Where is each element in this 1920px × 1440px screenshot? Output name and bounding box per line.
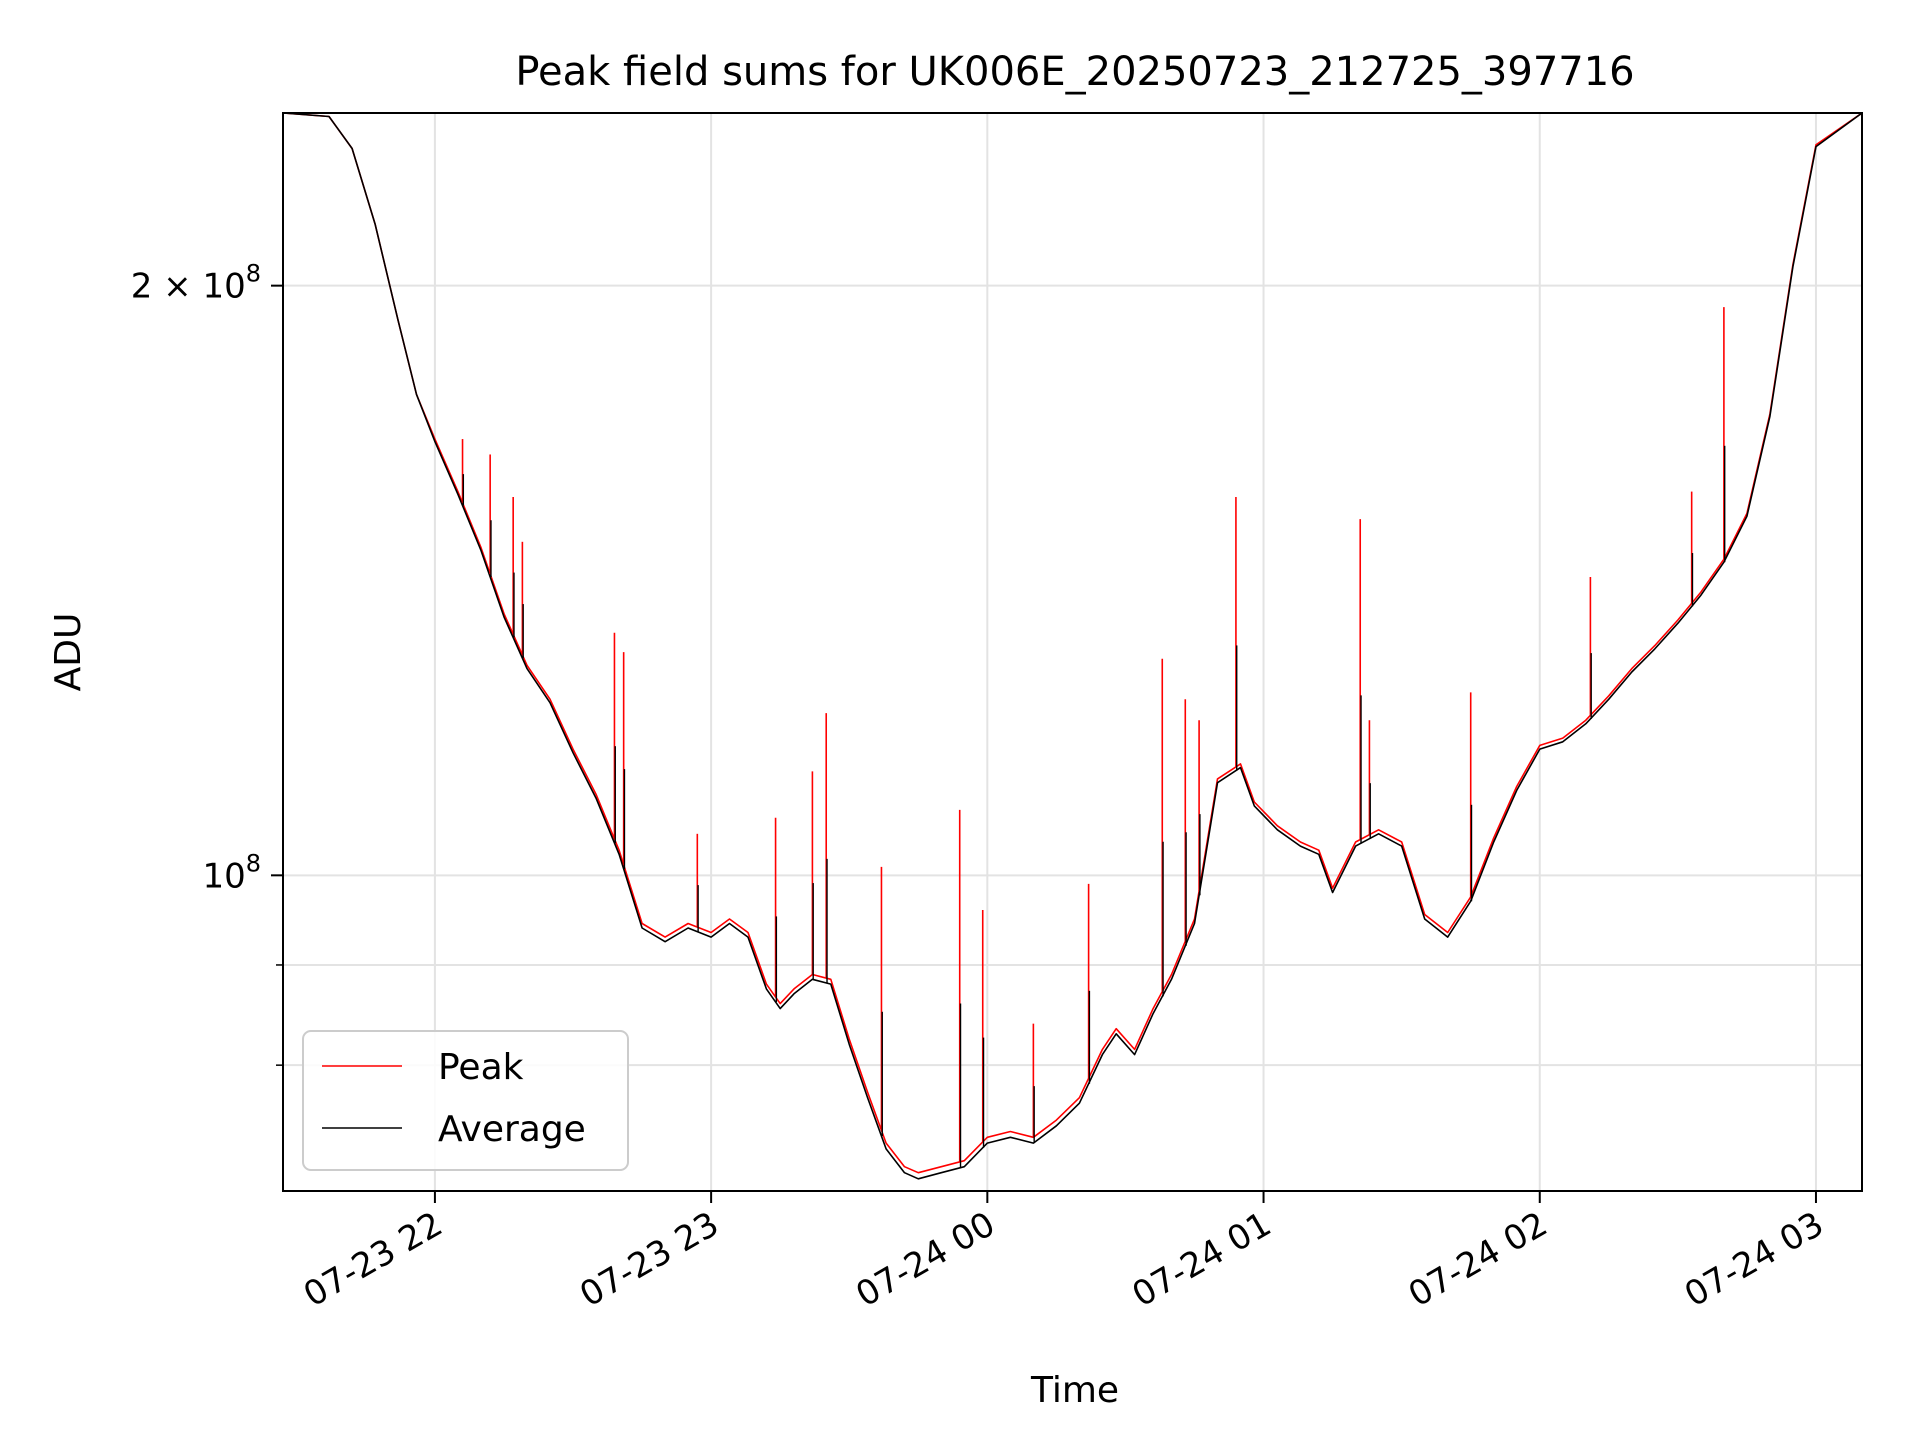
y-tick-label: 2 × 108 [131, 260, 261, 307]
y-tick-exponent: 8 [246, 260, 261, 288]
y-tick-base: 10 [202, 856, 245, 896]
legend: Peak Average [302, 1030, 629, 1171]
chart-title: Peak field sums for UK006E_20250723_2127… [515, 49, 1634, 95]
series-layer [283, 113, 1862, 1180]
plot-series-area [283, 113, 1862, 1180]
y-tick-coef: 2 × [131, 267, 203, 307]
y-axis-label: ADU [48, 613, 89, 692]
series-average-line [283, 113, 1862, 1180]
series-peak-line [283, 113, 1862, 1174]
legend-average-label: Average [438, 1109, 586, 1150]
y-tick-exponent: 8 [246, 849, 261, 877]
grid [283, 113, 1862, 1191]
y-tick-base: 10 [202, 267, 245, 307]
x-axis-label: Time [1030, 1370, 1119, 1411]
y-tick-label: 108 [202, 849, 261, 896]
legend-peak-label: Peak [438, 1047, 524, 1088]
plot-frame [282, 112, 1863, 1192]
